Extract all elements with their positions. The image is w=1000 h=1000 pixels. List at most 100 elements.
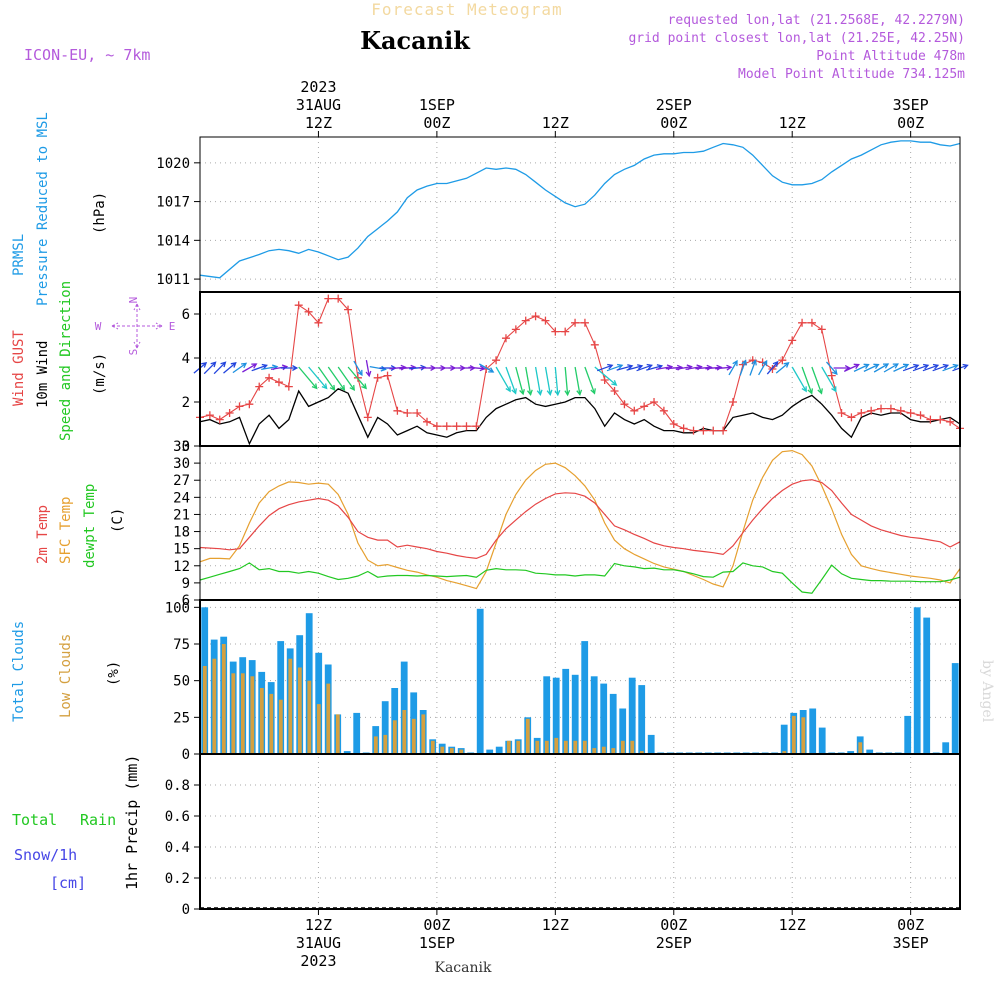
cloud-panel xyxy=(199,599,961,755)
wind-arrow xyxy=(584,366,596,395)
low-cloud-bar xyxy=(259,688,264,754)
wind-arrow xyxy=(574,366,583,396)
total-cloud-bar xyxy=(562,668,570,754)
wind-arrow xyxy=(365,359,372,378)
wind-arrow-head xyxy=(627,364,634,370)
total-cloud-bar xyxy=(951,663,959,754)
gust-marker xyxy=(896,406,905,415)
wind-arrow xyxy=(544,366,553,396)
wind-arrow xyxy=(223,362,237,374)
gust-marker xyxy=(630,406,639,415)
wind-ytick-label: 4 xyxy=(182,351,190,367)
wind-arrow-shaft xyxy=(389,366,406,370)
gust-marker xyxy=(413,409,422,417)
total-cloud-bar xyxy=(486,749,494,754)
wind-arrow xyxy=(298,366,318,390)
gust-marker xyxy=(857,409,866,417)
gust-marker xyxy=(452,422,461,431)
total-cloud-bar xyxy=(343,751,351,754)
wind-arrow xyxy=(353,360,363,377)
total-cloud-bar xyxy=(619,708,627,754)
bottom-time-label: 12Z xyxy=(305,916,332,934)
gust-marker xyxy=(423,417,432,426)
wind-arrow-head xyxy=(488,367,495,373)
gust-marker xyxy=(393,406,402,415)
wind-arrow-shaft xyxy=(515,366,524,395)
low-cloud-bar xyxy=(202,666,207,754)
pressure-unit: (hPa) xyxy=(92,192,108,234)
clouds-ytick-label: 75 xyxy=(173,637,190,653)
wind-arrow-shaft xyxy=(232,362,247,374)
wind-arrow xyxy=(801,366,814,395)
wind-arrow xyxy=(775,362,790,374)
precipitation-ytick-label: 0.4 xyxy=(165,840,190,856)
wind-arrow-head xyxy=(281,364,289,371)
low-cloud-bar xyxy=(544,740,549,754)
total-cloud-bar xyxy=(552,677,560,754)
wind-arrow-head xyxy=(554,390,561,397)
wind-arrow-head xyxy=(706,364,713,371)
wind-arrow-shaft xyxy=(223,362,237,374)
wind-arrow-shaft xyxy=(922,364,939,372)
wind-arrow xyxy=(883,363,899,373)
wind-arrow-shaft xyxy=(883,363,899,373)
low-cloud-bar xyxy=(250,676,255,754)
wind-arrow-shaft xyxy=(308,366,328,389)
low-cloud-bar xyxy=(231,673,236,754)
gust-marker xyxy=(314,318,323,327)
wind-arrow xyxy=(515,366,525,396)
wind-arrow-head xyxy=(420,364,427,371)
total-cloud-bar xyxy=(609,693,617,754)
wind-arrow-shaft xyxy=(606,364,623,372)
total-cloud-bar xyxy=(818,727,826,754)
top-time-label: 12Z xyxy=(305,114,332,132)
bottom-time-label: 1SEP xyxy=(419,934,455,952)
precipitation-ytick-label: 0.6 xyxy=(165,809,190,825)
gust-marker xyxy=(561,327,570,336)
low-cloud-bar xyxy=(212,658,217,754)
wind-arrow-shaft xyxy=(912,364,929,372)
wind-arrow-head xyxy=(546,389,553,396)
gust-marker xyxy=(610,387,619,395)
wind-arrow xyxy=(369,365,387,372)
compass-arrows-icon xyxy=(111,303,163,349)
temperature-ytick-label: 27 xyxy=(173,473,190,489)
temperature-ytick-label: 33 xyxy=(173,439,190,455)
wind-arrow-shaft xyxy=(655,365,672,371)
wind-arrow-head xyxy=(210,361,217,368)
pressure-ytick-label: 1017 xyxy=(156,195,190,211)
wind-arrow-shaft xyxy=(468,366,485,370)
gust-marker xyxy=(324,294,333,303)
low-cloud-bar xyxy=(601,746,606,754)
bottom-time-label: 00Z xyxy=(660,916,687,934)
wind-arrow-shaft xyxy=(505,366,517,394)
wind-arrow-head xyxy=(646,363,653,370)
top-time-label: 2SEP xyxy=(656,96,692,114)
wind-arrow xyxy=(596,363,614,372)
temperature-series-line xyxy=(199,479,961,560)
rain-label: Rain xyxy=(80,811,116,829)
wind-arrow xyxy=(749,359,757,376)
gust-marker xyxy=(294,301,303,310)
total-cloud-bar xyxy=(647,734,655,754)
wind-arrow-head xyxy=(817,388,823,395)
wind-arrow-shaft xyxy=(369,365,386,371)
meteogram-title: Forecast Meteogram xyxy=(371,0,562,19)
wind-arrow-shaft xyxy=(705,366,722,370)
gust-marker xyxy=(807,318,816,327)
wind-arrow-shaft xyxy=(353,360,363,376)
total-cloud-bar xyxy=(590,676,598,754)
footer-location: Kacanik xyxy=(435,960,492,976)
temperature-ytick-label: 9 xyxy=(182,576,190,592)
gust-marker xyxy=(768,365,777,373)
wind-ytick-label: 6 xyxy=(182,307,190,323)
low-cloud-bar xyxy=(440,746,445,754)
wind-arrow-shaft xyxy=(525,366,532,395)
wind-arrow xyxy=(893,363,910,372)
precipitation-ytick-label: 0.8 xyxy=(165,778,190,794)
wind-arrow-head xyxy=(902,363,910,369)
wind-arrow xyxy=(821,366,837,393)
gust-marker xyxy=(580,318,589,327)
total-cloud-bar xyxy=(543,676,551,754)
axis-layer: 1011101410171020024669121518212427303302… xyxy=(156,78,928,970)
